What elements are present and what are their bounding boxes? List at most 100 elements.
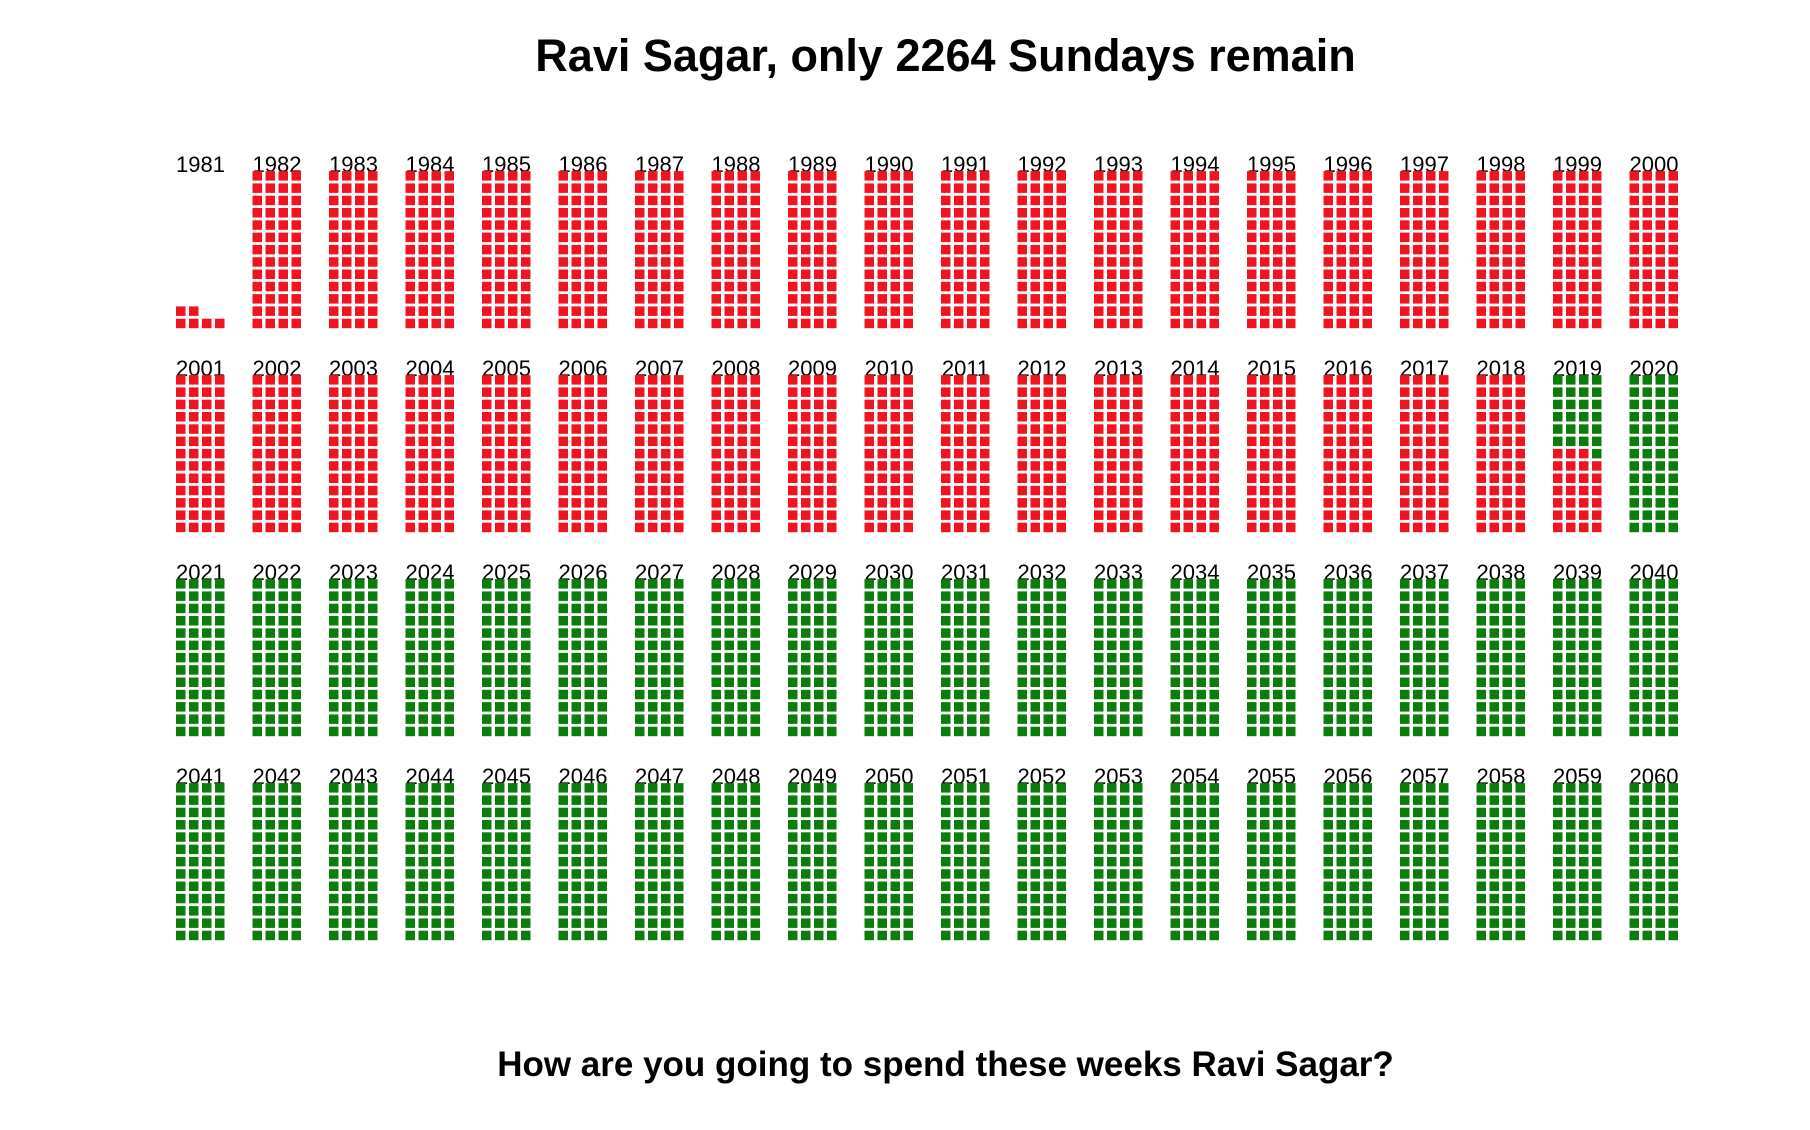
sunday-remaining-cell: [1056, 856, 1066, 867]
sunday-passed-cell: [1349, 281, 1359, 292]
sunday-passed-cell: [903, 281, 913, 292]
sunday-passed-cell: [827, 244, 837, 255]
sunday-passed-cell: [252, 294, 262, 304]
sunday-remaining-cell: [890, 881, 900, 891]
sunday-remaining-cell: [648, 893, 658, 904]
sunday-remaining-cell: [1043, 726, 1053, 737]
sunday-remaining-cell: [1170, 893, 1180, 904]
sunday-remaining-cell: [418, 591, 428, 601]
sunday-remaining-cell: [1489, 591, 1499, 601]
sunday-passed-cell: [584, 171, 594, 181]
sunday-remaining-cell: [1566, 783, 1576, 793]
sunday-passed-cell: [521, 485, 531, 496]
sunday-passed-cell: [980, 448, 990, 459]
sunday-remaining-cell: [1247, 807, 1257, 818]
sunday-passed-cell: [1629, 183, 1639, 193]
sunday-remaining-cell: [1196, 844, 1206, 855]
sunday-passed-cell: [521, 387, 531, 397]
sunday-remaining-cell: [444, 702, 454, 712]
sunday-passed-cell: [674, 306, 684, 316]
sunday-passed-cell: [1476, 424, 1486, 434]
sunday-passed-cell: [1209, 522, 1219, 533]
sunday-passed-cell: [1209, 232, 1219, 243]
year-block-2004: 2004: [405, 356, 454, 533]
sunday-passed-cell: [827, 257, 837, 267]
sunday-remaining-cell: [1170, 689, 1180, 700]
sunday-remaining-cell: [1668, 579, 1678, 589]
sunday-passed-cell: [265, 220, 275, 230]
sunday-remaining-cell: [1400, 665, 1410, 675]
sunday-remaining-cell: [1642, 448, 1652, 459]
sunday-remaining-cell: [176, 726, 186, 737]
sunday-passed-cell: [1502, 399, 1512, 410]
sunday-remaining-cell: [1323, 783, 1333, 793]
sunday-remaining-cell: [215, 930, 225, 941]
sunday-remaining-cell: [711, 689, 721, 700]
sunday-passed-cell: [1170, 281, 1180, 292]
sunday-remaining-cell: [1413, 783, 1423, 793]
sunday-passed-cell: [750, 257, 760, 267]
sunday-passed-cell: [967, 485, 977, 496]
sunday-remaining-cell: [1629, 591, 1639, 601]
sunday-passed-cell: [431, 375, 441, 385]
sunday-passed-cell: [1133, 171, 1143, 181]
sunday-passed-cell: [1043, 522, 1053, 533]
sunday-remaining-cell: [1515, 930, 1525, 941]
sunday-remaining-cell: [1247, 689, 1257, 700]
sunday-remaining-cell: [1566, 820, 1576, 830]
sunday-remaining-cell: [1336, 844, 1346, 855]
sunday-remaining-cell: [864, 783, 874, 793]
sunday-passed-cell: [635, 510, 645, 520]
sunday-passed-cell: [1642, 269, 1652, 279]
sunday-remaining-cell: [903, 665, 913, 675]
sunday-passed-cell: [508, 399, 518, 410]
sunday-passed-cell: [495, 522, 505, 533]
sunday-passed-cell: [1120, 436, 1130, 447]
sunday-passed-cell: [1120, 485, 1130, 496]
sunday-passed-cell: [1133, 375, 1143, 385]
sunday-remaining-cell: [597, 881, 607, 891]
sunday-remaining-cell: [571, 726, 581, 737]
sunday-remaining-cell: [1030, 616, 1040, 626]
sunday-remaining-cell: [1043, 906, 1053, 916]
sunday-remaining-cell: [1170, 807, 1180, 818]
sunday-passed-cell: [495, 318, 505, 329]
sunday-remaining-cell: [405, 628, 415, 638]
sunday-remaining-cell: [176, 640, 186, 651]
sunday-remaining-cell: [737, 820, 747, 830]
sunday-passed-cell: [418, 318, 428, 329]
sunday-remaining-cell: [265, 689, 275, 700]
sunday-passed-cell: [1426, 318, 1436, 329]
sunday-remaining-cell: [1413, 795, 1423, 805]
sunday-remaining-cell: [941, 714, 951, 724]
sunday-remaining-cell: [890, 640, 900, 651]
sunday-remaining-cell: [954, 726, 964, 737]
sunday-remaining-cell: [724, 930, 734, 941]
sunday-remaining-cell: [584, 856, 594, 867]
sunday-passed-cell: [189, 375, 199, 385]
sunday-remaining-cell: [1592, 603, 1602, 614]
sunday-passed-cell: [1362, 281, 1372, 292]
sunday-remaining-cell: [597, 665, 607, 675]
sunday-passed-cell: [597, 485, 607, 496]
sunday-passed-cell: [1502, 473, 1512, 483]
sunday-remaining-cell: [521, 702, 531, 712]
sunday-passed-cell: [1439, 461, 1449, 471]
sunday-passed-cell: [1439, 281, 1449, 292]
sunday-remaining-cell: [368, 603, 378, 614]
sunday-remaining-cell: [1502, 677, 1512, 687]
sunday-passed-cell: [864, 294, 874, 304]
sunday-passed-cell: [1668, 306, 1678, 316]
sunday-passed-cell: [1030, 473, 1040, 483]
sunday-passed-cell: [1209, 269, 1219, 279]
sunday-remaining-cell: [1323, 832, 1333, 842]
sunday-remaining-cell: [661, 795, 671, 805]
sunday-remaining-cell: [1133, 832, 1143, 842]
year-block-2021: 2021: [176, 560, 225, 737]
sunday-passed-cell: [278, 399, 288, 410]
sunday-passed-cell: [1030, 498, 1040, 508]
sunday-remaining-cell: [814, 726, 824, 737]
sunday-remaining-cell: [1579, 893, 1589, 904]
sunday-passed-cell: [674, 375, 684, 385]
sunday-remaining-cell: [737, 628, 747, 638]
